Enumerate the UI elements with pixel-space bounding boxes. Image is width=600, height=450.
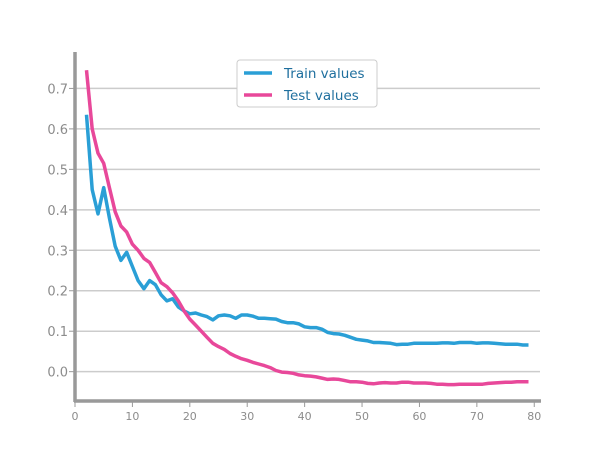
series-layer	[84, 70, 529, 387]
series-line-test	[84, 70, 529, 387]
grid-lines	[75, 87, 540, 373]
x-tick-label: 10	[125, 410, 139, 423]
x-tick-label: 50	[355, 410, 369, 423]
legend: Train values Test values	[236, 59, 378, 108]
y-tick-label: 0.6	[47, 123, 68, 138]
series-line-train	[84, 114, 529, 347]
x-tick-label: 20	[183, 410, 197, 423]
y-tick-label: 0.5	[47, 163, 68, 178]
legend-label-train: Train values	[283, 66, 365, 82]
x-tick-label: 70	[470, 410, 484, 423]
x-tick-label: 30	[240, 410, 254, 423]
y-tick-label: 0.4	[47, 204, 68, 219]
axes	[73, 52, 541, 403]
x-tick-label: 0	[72, 410, 79, 423]
x-tick-label: 80	[527, 410, 541, 423]
y-tick-label: 0.7	[47, 82, 68, 97]
legend-label-test: Test values	[283, 88, 359, 104]
y-tick-label: 0.1	[47, 325, 68, 340]
x-tick-labels: 0 10 20 30 40 50 60 70 80	[72, 402, 541, 423]
y-tick-label: 0.3	[47, 244, 68, 259]
x-tick-label: 40	[298, 410, 312, 423]
y-tick-labels: 0.0 0.1 0.2 0.3 0.4 0.5 0.6 0.7	[47, 82, 75, 381]
x-tick-label: 60	[412, 410, 426, 423]
y-tick-label: 0.0	[47, 366, 68, 381]
y-tick-label: 0.2	[47, 285, 68, 300]
